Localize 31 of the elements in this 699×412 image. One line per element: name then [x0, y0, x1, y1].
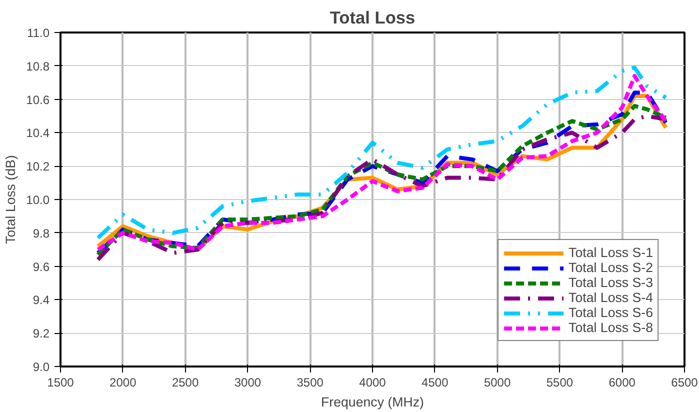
x-tick-label: 1500 — [47, 376, 74, 390]
y-tick-label: 9.0 — [32, 360, 50, 374]
y-tick-label: 11.0 — [27, 26, 50, 40]
chart-title: Total Loss — [330, 8, 416, 28]
y-tick-label: 10.8 — [26, 59, 50, 74]
y-tick-label: 10.6 — [26, 92, 50, 107]
x-tick-label: 4500 — [422, 376, 449, 390]
legend-label: Total Loss S-6 — [568, 305, 653, 320]
y-tick-label: 9.4 — [32, 293, 50, 308]
x-tick-label: 6500 — [671, 376, 698, 390]
x-tick-label: 5500 — [546, 376, 574, 390]
y-tick-label: 9.8 — [32, 226, 50, 240]
x-tick-label: 3000 — [234, 376, 262, 390]
legend-label: Total Loss S-4 — [568, 290, 653, 305]
y-axis-title: Total Loss (dB) — [3, 155, 18, 244]
y-tick-label: 10.4 — [26, 126, 50, 140]
y-tick-label: 9.6 — [32, 260, 50, 274]
y-tick-label: 10.2 — [26, 160, 50, 174]
x-axis-title: Frequency (MHz) — [321, 394, 424, 410]
legend-label: Total Loss S-8 — [568, 320, 653, 335]
y-tick-label: 10.0 — [26, 193, 50, 207]
x-tick-label: 3500 — [296, 376, 324, 390]
x-tick-label: 4000 — [359, 376, 386, 390]
x-tick-label: 5000 — [484, 376, 511, 390]
x-tick-label: 6000 — [608, 376, 636, 390]
legend-label: Total Loss S-2 — [568, 260, 653, 275]
y-tick-label: 9.2 — [32, 326, 50, 341]
legend-label: Total Loss S-1 — [568, 245, 653, 260]
x-tick-label: 2500 — [172, 376, 199, 390]
x-tick-label: 2000 — [110, 376, 137, 390]
legend-label: Total Loss S-3 — [568, 275, 653, 290]
